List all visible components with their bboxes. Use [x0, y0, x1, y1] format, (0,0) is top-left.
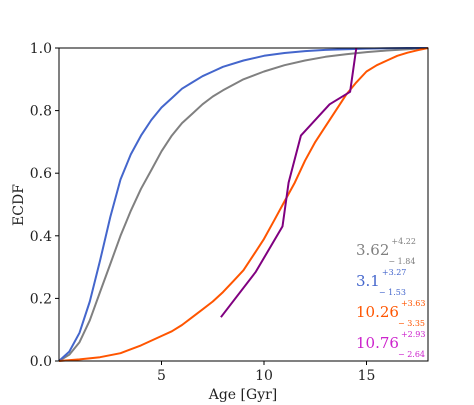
- median-annotation: 3.62 +4.22 − 1.84: [356, 237, 416, 266]
- annotation-layer: 3.62 +4.22 − 1.84 3.1 +3.27 − 1.53 10.26 +3.63 −…: [356, 237, 425, 359]
- median-annotation: 10.76 +2.93 − 2.64: [356, 330, 425, 359]
- annotation-value: 10.26: [356, 303, 399, 321]
- annotation-minus: − 1.84: [388, 257, 415, 266]
- series-line-0: [58, 47, 429, 362]
- annotation-minus: − 1.53: [379, 288, 406, 297]
- series-line-1: [58, 47, 428, 362]
- ticks-layer: 5 10 15 0.0 0.2 0.4 0.6 0.8 1.0: [30, 41, 376, 384]
- y-axis-label: ECDF: [11, 184, 27, 226]
- x-tick-label: 5: [157, 368, 166, 384]
- x-tick-label: 10: [255, 368, 273, 384]
- annotation-value: 3.1: [356, 272, 380, 290]
- annotation-plus: +2.93: [401, 330, 426, 339]
- y-tick-label: 0.0: [30, 354, 52, 370]
- series-layer: [58, 47, 429, 362]
- annotation-minus: − 3.35: [398, 319, 425, 328]
- annotation-plus: +4.22: [391, 237, 416, 246]
- y-tick-label: 0.4: [30, 229, 52, 245]
- series-line-3: [220, 47, 358, 318]
- median-annotation: 10.26 +3.63 − 3.35: [356, 299, 425, 328]
- y-tick-label: 0.6: [30, 166, 52, 182]
- annotation-minus: − 2.64: [398, 350, 425, 359]
- plot-frame: [58, 47, 429, 362]
- y-tick-label: 0.8: [30, 104, 52, 120]
- x-axis-label: Age [Gyr]: [208, 387, 278, 403]
- y-tick-label: 1.0: [30, 41, 52, 57]
- annotation-plus: +3.27: [382, 268, 407, 277]
- series-line-2: [58, 47, 429, 362]
- y-tick-label: 0.2: [30, 291, 52, 307]
- annotation-value: 10.76: [356, 334, 399, 352]
- annotation-plus: +3.63: [401, 299, 426, 308]
- annotation-value: 3.62: [356, 241, 389, 259]
- x-tick-label: 15: [358, 368, 376, 384]
- median-annotation: 3.1 +3.27 − 1.53: [356, 268, 406, 297]
